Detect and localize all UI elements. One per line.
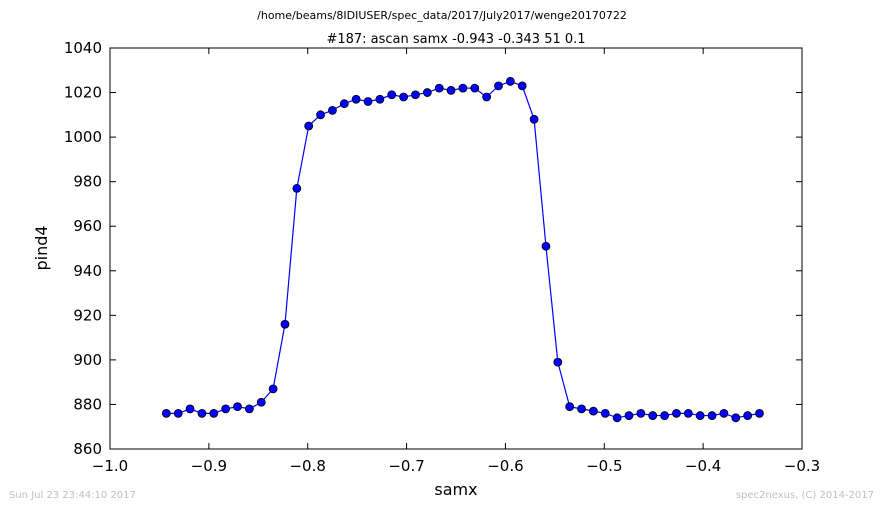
x-axis-label: samx	[434, 480, 477, 499]
data-point	[553, 357, 563, 367]
data-point	[209, 408, 219, 418]
data-point	[399, 92, 409, 102]
data-point	[458, 83, 468, 93]
data-point	[375, 94, 385, 104]
data-point	[233, 402, 242, 412]
data-point	[292, 183, 302, 193]
data-point	[529, 114, 539, 124]
data-point	[648, 411, 658, 420]
x-tick-label: −0.3	[784, 457, 820, 475]
x-tick-label: −0.5	[586, 457, 622, 475]
x-axis-ticks: −1.0 −0.9 −0.8 −0.7 −0.6 −0.5 −0.4 −0.3	[92, 48, 820, 475]
y-tick-label: 920	[73, 306, 102, 324]
data-point	[470, 83, 480, 93]
y-tick-label: 880	[73, 395, 102, 413]
plot-area	[109, 47, 803, 450]
data-point	[660, 411, 669, 420]
data-point	[589, 406, 598, 416]
y-tick-label: 980	[73, 173, 102, 191]
y-axis-label: pind4	[32, 225, 51, 270]
data-point	[743, 411, 753, 420]
data-point	[339, 99, 349, 109]
data-point	[707, 411, 717, 420]
x-tick-label: −1.0	[92, 457, 128, 475]
data-point	[541, 241, 551, 251]
data-point	[636, 408, 646, 418]
y-tick-label: 960	[73, 217, 102, 235]
y-tick-label: 1020	[64, 84, 102, 102]
series-pind4	[161, 77, 764, 423]
data-point	[256, 397, 266, 407]
data-point	[565, 402, 575, 412]
data-point	[577, 404, 586, 414]
data-point	[221, 404, 231, 414]
data-point	[173, 408, 183, 418]
data-point	[612, 413, 622, 423]
data-point	[197, 408, 207, 418]
data-point	[351, 94, 361, 104]
y-tick-label: 1000	[64, 128, 102, 146]
data-point	[695, 411, 705, 420]
data-point	[434, 83, 444, 93]
y-tick-label: 900	[73, 351, 102, 369]
data-point	[422, 88, 432, 97]
data-point	[482, 92, 492, 102]
data-point	[363, 97, 373, 106]
y-tick-label: 1040	[64, 39, 102, 57]
data-point	[161, 408, 171, 418]
data-point	[517, 81, 527, 91]
data-point	[624, 411, 634, 420]
data-point	[304, 121, 314, 131]
x-tick-label: −0.6	[487, 457, 523, 475]
figure-path-title: /home/beams/8IDIUSER/spec_data/2017/July…	[257, 9, 627, 22]
data-point	[411, 90, 420, 100]
data-point	[316, 110, 325, 120]
y-axis-ticks: 860 880 900 920 940 960 980 1000 1020 1040	[64, 39, 802, 458]
y-tick-label: 940	[73, 262, 102, 280]
data-point	[494, 81, 503, 91]
data-point	[387, 90, 397, 100]
y-tick-label: 860	[73, 440, 102, 458]
data-point	[719, 408, 729, 418]
data-point	[185, 404, 195, 414]
footer-timestamp: Sun Jul 23 23:44:10 2017	[9, 490, 136, 501]
chart-title: #187: ascan samx -0.943 -0.343 51 0.1	[326, 32, 585, 47]
x-tick-label: −0.9	[191, 457, 227, 475]
data-point	[280, 319, 290, 329]
footer-credit: spec2nexus, (C) 2014-2017	[736, 490, 874, 501]
data-point	[731, 413, 741, 423]
data-point	[244, 404, 254, 414]
data-point	[755, 408, 764, 418]
data-point	[268, 384, 278, 394]
x-tick-label: −0.7	[388, 457, 424, 475]
data-point	[505, 77, 515, 86]
data-point	[328, 105, 337, 115]
x-tick-label: −0.8	[289, 457, 325, 475]
x-tick-label: −0.4	[685, 457, 721, 475]
data-point	[446, 85, 456, 95]
data-point	[600, 408, 610, 418]
data-point	[683, 408, 693, 418]
data-point	[672, 408, 681, 418]
